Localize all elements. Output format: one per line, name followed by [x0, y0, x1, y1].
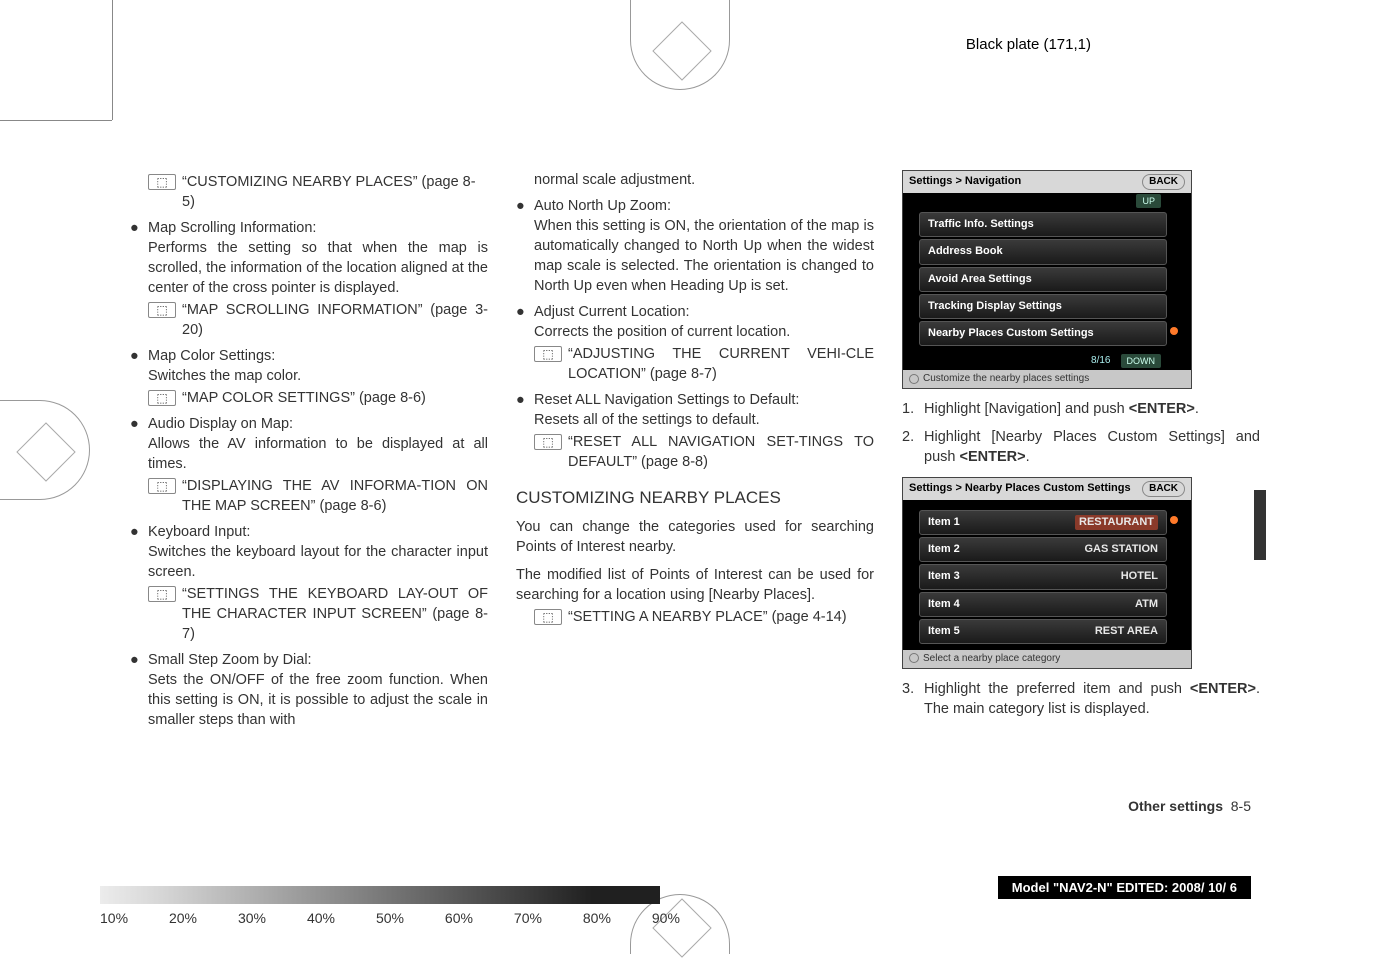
- ref-text: “RESET ALL NAVIGATION SET-TINGS TO DEFAU…: [568, 432, 874, 472]
- menu-item: Address Book: [919, 239, 1167, 264]
- paragraph: You can change the categories used for s…: [516, 517, 874, 557]
- item-body: Performs the setting so that when the ma…: [148, 238, 488, 298]
- page-count: 8/16: [1091, 354, 1110, 368]
- reference-icon: ⬚: [534, 346, 562, 362]
- model-footer: Model "NAV2-N" EDITED: 2008/ 10/ 6: [998, 876, 1251, 899]
- menu-item-selected: Nearby Places Custom Settings: [919, 321, 1167, 346]
- step-number: 2.: [902, 427, 924, 467]
- ref-text: “SETTINGS THE KEYBOARD LAY-OUT OF THE CH…: [182, 584, 488, 644]
- step-text: Highlight [Navigation] and push <ENTER>.: [924, 399, 1260, 419]
- nearby-places-screenshot: Settings > Nearby Places Custom Settings…: [902, 477, 1192, 668]
- reference-icon: ⬚: [148, 174, 176, 190]
- column-1: ⬚ “CUSTOMIZING NEARBY PLACES” (page 8-5)…: [130, 170, 488, 730]
- item-title: Auto North Up Zoom:: [534, 196, 874, 216]
- reference-icon: ⬚: [148, 390, 176, 406]
- item-title: Keyboard Input:: [148, 522, 488, 542]
- back-button: BACK: [1142, 481, 1185, 497]
- column-2: normal scale adjustment. ● Auto North Up…: [516, 170, 874, 730]
- breadcrumb: Settings > Nearby Places Custom Settings: [909, 481, 1131, 497]
- info-icon: [909, 374, 919, 384]
- item-title: Audio Display on Map:: [148, 414, 488, 434]
- reference-icon: ⬚: [148, 478, 176, 494]
- continuation-text: normal scale adjustment.: [516, 170, 874, 190]
- section-heading: CUSTOMIZING NEARBY PLACES: [516, 486, 874, 509]
- registration-mark-top: [630, 0, 730, 90]
- list-item-selected: Item 1 RESTAURANT: [919, 510, 1167, 535]
- plate-label: Black plate (171,1): [966, 36, 1091, 53]
- bullet-icon: ●: [516, 302, 534, 384]
- thumb-tab: [1254, 490, 1266, 560]
- list-item: Item 3 HOTEL: [919, 564, 1167, 589]
- step-text: Highlight the preferred item and push <E…: [924, 679, 1260, 719]
- ref-text: “SETTING A NEARBY PLACE” (page 4-14): [568, 607, 874, 627]
- ref-text: “MAP COLOR SETTINGS” (page 8-6): [182, 388, 488, 408]
- ref-text: “MAP SCROLLING INFORMATION” (page 3-20): [182, 300, 488, 340]
- item-body: Switches the map color.: [148, 366, 488, 386]
- item-body: Sets the ON/OFF of the free zoom functio…: [148, 670, 488, 730]
- menu-item: Tracking Display Settings: [919, 294, 1167, 319]
- item-body: Switches the keyboard layout for the cha…: [148, 542, 488, 582]
- menu-item: Avoid Area Settings: [919, 267, 1167, 292]
- bullet-icon: ●: [130, 346, 148, 408]
- item-title: Small Step Zoom by Dial:: [148, 650, 488, 670]
- bullet-icon: ●: [516, 390, 534, 472]
- column-3: Settings > Navigation BACK UP Traffic In…: [902, 170, 1260, 730]
- ref-text: “CUSTOMIZING NEARBY PLACES” (page 8-5): [182, 172, 488, 212]
- crop-mark: [0, 120, 112, 121]
- crop-mark: [112, 0, 113, 120]
- list-item: Item 2 GAS STATION: [919, 537, 1167, 562]
- item-body: When this setting is ON, the orientation…: [534, 216, 874, 296]
- main-content: ⬚ “CUSTOMIZING NEARBY PLACES” (page 8-5)…: [130, 170, 1260, 730]
- item-body: Corrects the position of current locatio…: [534, 322, 874, 342]
- navigation-settings-screenshot: Settings > Navigation BACK UP Traffic In…: [902, 170, 1192, 389]
- bullet-icon: ●: [130, 218, 148, 340]
- reference-icon: ⬚: [534, 609, 562, 625]
- step-number: 1.: [902, 399, 924, 419]
- bullet-icon: ●: [516, 196, 534, 296]
- item-title: Adjust Current Location:: [534, 302, 874, 322]
- footer-hint: Customize the nearby places settings: [923, 373, 1089, 384]
- list-item: Item 4 ATM: [919, 592, 1167, 617]
- item-body: Resets all of the settings to default.: [534, 410, 874, 430]
- down-label: DOWN: [1121, 354, 1162, 368]
- up-label: UP: [1136, 194, 1161, 208]
- bullet-icon: ●: [130, 522, 148, 644]
- bullet-icon: ●: [130, 650, 148, 730]
- step-number: 3.: [902, 679, 924, 719]
- item-title: Reset ALL Navigation Settings to Default…: [534, 390, 874, 410]
- menu-item: Traffic Info. Settings: [919, 212, 1167, 237]
- density-labels: 10% 20% 30% 40% 50% 60% 70% 80% 90%: [100, 910, 680, 926]
- item-title: Map Scrolling Information:: [148, 218, 488, 238]
- list-item: Item 5 REST AREA: [919, 619, 1167, 644]
- reference-icon: ⬚: [148, 302, 176, 318]
- back-button: BACK: [1142, 174, 1185, 190]
- density-bar: [100, 886, 660, 904]
- page-footer: Other settings 8-5: [1128, 798, 1251, 814]
- reference-icon: ⬚: [534, 434, 562, 450]
- info-icon: [909, 653, 919, 663]
- footer-hint: Select a nearby place category: [923, 653, 1060, 664]
- step-text: Highlight [Nearby Places Custom Settings…: [924, 427, 1260, 467]
- item-title: Map Color Settings:: [148, 346, 488, 366]
- bullet-icon: ●: [130, 414, 148, 516]
- ref-text: “ADJUSTING THE CURRENT VEHI-CLE LOCATION…: [568, 344, 874, 384]
- breadcrumb: Settings > Navigation: [909, 174, 1021, 190]
- ref-text: “DISPLAYING THE AV INFORMA-TION ON THE M…: [182, 476, 488, 516]
- reference-icon: ⬚: [148, 586, 176, 602]
- registration-mark-left: [0, 400, 90, 500]
- paragraph: The modified list of Points of Interest …: [516, 565, 874, 605]
- item-body: Allows the AV information to be displaye…: [148, 434, 488, 474]
